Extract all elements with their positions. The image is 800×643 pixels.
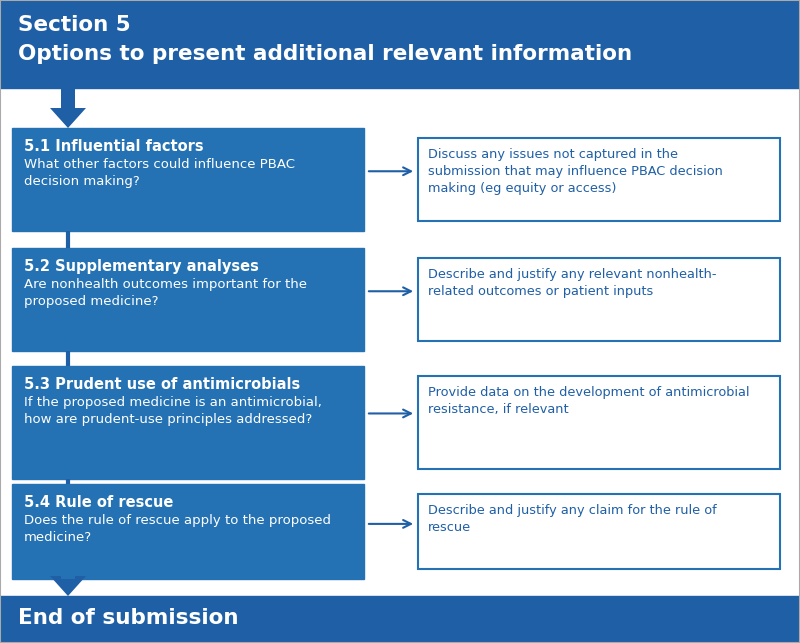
Bar xyxy=(0,596,800,643)
Text: Options to present additional relevant information: Options to present additional relevant i… xyxy=(18,44,632,64)
Text: What other factors could influence PBAC
decision making?: What other factors could influence PBAC … xyxy=(24,158,295,188)
Text: 5.2 Supplementary analyses: 5.2 Supplementary analyses xyxy=(24,259,259,274)
Text: 5.3 Prudent use of antimicrobials: 5.3 Prudent use of antimicrobials xyxy=(24,377,300,392)
Polygon shape xyxy=(50,576,86,596)
Text: Provide data on the development of antimicrobial
resistance, if relevant: Provide data on the development of antim… xyxy=(428,386,750,416)
Bar xyxy=(0,0,800,88)
Text: 5.1 Influential factors: 5.1 Influential factors xyxy=(24,139,204,154)
Bar xyxy=(418,376,780,469)
Text: Are nonhealth outcomes important for the
proposed medicine?: Are nonhealth outcomes important for the… xyxy=(24,278,307,308)
Bar xyxy=(418,138,780,221)
Text: Discuss any issues not captured in the
submission that may influence PBAC decisi: Discuss any issues not captured in the s… xyxy=(428,148,723,195)
Bar xyxy=(418,494,780,569)
Bar xyxy=(12,248,364,351)
Bar xyxy=(12,128,364,231)
Text: End of submission: End of submission xyxy=(18,608,238,628)
Bar xyxy=(12,366,364,479)
Text: Describe and justify any relevant nonhealth-
related outcomes or patient inputs: Describe and justify any relevant nonhea… xyxy=(428,268,717,298)
Text: 5.4 Rule of rescue: 5.4 Rule of rescue xyxy=(24,495,174,510)
Text: If the proposed medicine is an antimicrobial,
how are prudent-use principles add: If the proposed medicine is an antimicro… xyxy=(24,396,322,426)
Text: Section 5: Section 5 xyxy=(18,15,130,35)
Text: Describe and justify any claim for the rule of
rescue: Describe and justify any claim for the r… xyxy=(428,504,717,534)
Polygon shape xyxy=(50,88,86,128)
Bar xyxy=(418,258,780,341)
Bar xyxy=(12,484,364,579)
Text: Does the rule of rescue apply to the proposed
medicine?: Does the rule of rescue apply to the pro… xyxy=(24,514,331,544)
